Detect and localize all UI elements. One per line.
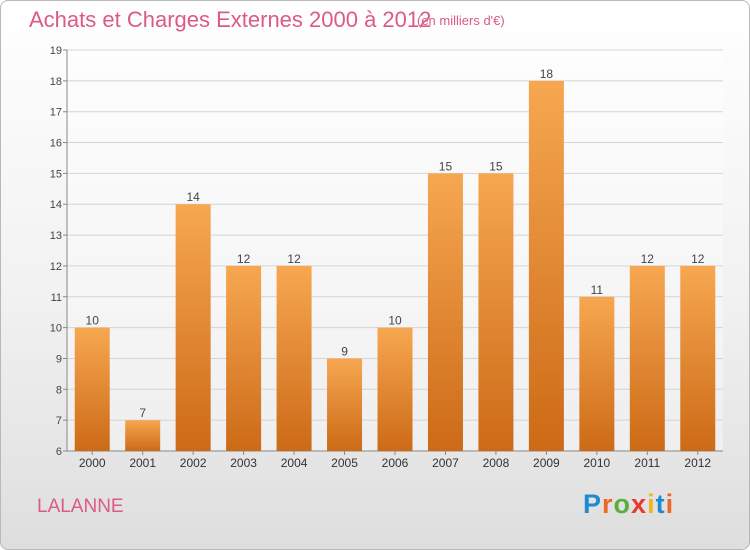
data-label: 12 [691,252,705,266]
bar-2006 [377,327,413,451]
data-label: 10 [388,314,402,328]
x-tick-label: 2008 [483,456,510,470]
y-tick-label: 16 [50,138,62,150]
y-tick-labels: 6 7 8 9 10 11 12 13 14 15 16 17 18 19 [50,45,62,458]
x-tick-label: 2009 [533,456,560,470]
x-tick-label: 2007 [432,456,459,470]
bar-2011 [629,265,665,451]
x-tick-label: 2002 [180,456,207,470]
bar-2001 [125,420,161,451]
bar-2008 [478,173,514,451]
data-label: 10 [86,314,100,328]
x-tick-label: 2011 [634,456,660,470]
y-tick-label: 19 [50,45,62,57]
data-label: 12 [287,252,301,266]
data-label: 14 [186,190,200,204]
y-tick-label: 12 [50,261,62,273]
y-tick-label: 17 [50,107,62,119]
bars [74,80,716,451]
data-label: 12 [641,252,655,266]
chart-title: Achats et Charges Externes 2000 à 2012 [29,7,432,32]
bar-2004 [276,265,312,451]
y-tick-label: 9 [56,353,62,365]
x-tick-label: 2006 [382,456,409,470]
y-tick-label: 6 [56,446,62,458]
logo-letter: P [583,489,603,519]
bar-2000 [74,327,110,451]
proxiti-logo[interactable]: Proxiti [583,489,674,520]
x-tick-label: 2000 [79,456,106,470]
x-tick-label: 2005 [331,456,358,470]
chart-subtitle: (en milliers d'€) [417,13,505,28]
bar-2005 [327,358,363,451]
data-label: 15 [439,159,453,173]
data-label: 9 [341,344,348,358]
x-tick-label: 2001 [129,456,156,470]
y-tick-label: 10 [50,323,62,335]
logo-letter: i [665,489,675,519]
y-tick-label: 8 [56,384,62,396]
data-label: 12 [237,252,251,266]
x-tick-label: 2003 [230,456,257,470]
y-tick-label: 7 [56,415,62,427]
data-labels: 10 7 14 12 12 9 10 15 15 18 11 12 12 [86,67,705,420]
logo-letter: t [655,489,666,519]
y-tick-label: 14 [50,199,62,211]
y-tick-label: 15 [50,168,62,180]
bar-2002 [175,204,211,451]
commune-name: LALANNE [37,496,124,517]
bar-2010 [579,296,615,451]
x-tick-labels: 2000 2001 2002 2003 2004 2005 2006 2007 2008 2009… [79,456,712,470]
bar-2003 [226,265,262,451]
logo-letter: i [647,489,656,519]
logo-letter: o [613,489,632,519]
logo-letter: r [602,489,614,519]
x-tick-label: 2010 [583,456,610,470]
y-tick-label: 18 [50,76,62,88]
data-label: 7 [139,406,146,420]
data-label: 15 [489,159,503,173]
bar-2007 [427,173,463,451]
data-label: 18 [540,67,554,81]
x-tick-label: 2004 [281,456,308,470]
y-tick-label: 13 [50,230,62,242]
y-tick-label: 11 [51,292,62,304]
bar-2009 [528,80,564,451]
logo-letter: x [631,489,648,519]
bar-2012 [680,265,716,451]
data-label: 11 [591,283,604,297]
x-tick-label: 2012 [684,456,711,470]
